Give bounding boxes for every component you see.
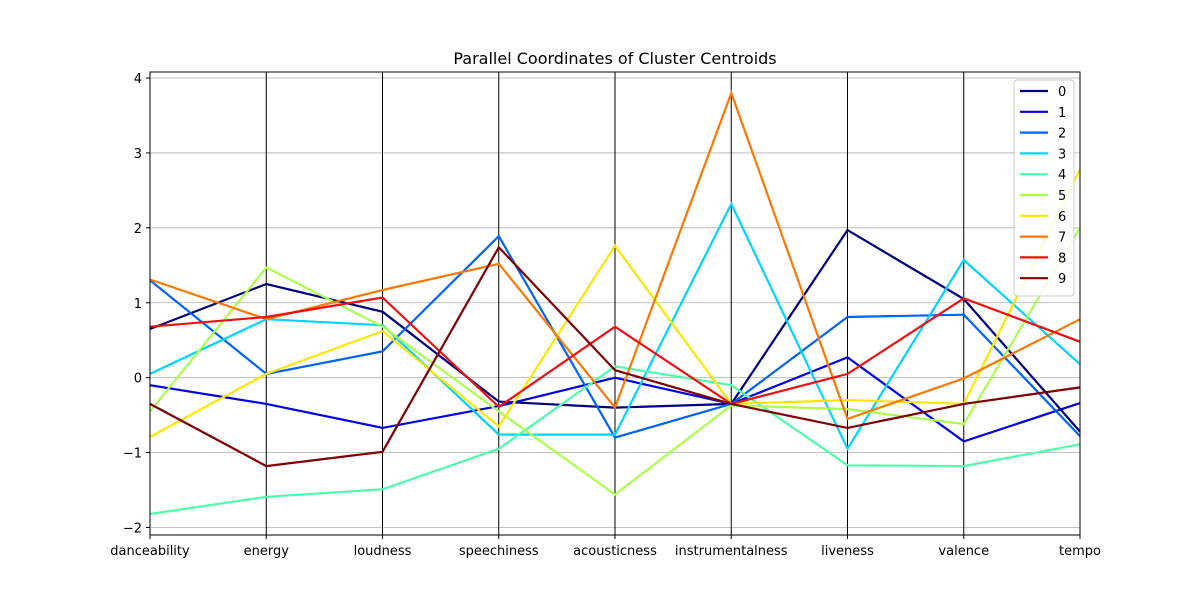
legend: 0 1 2 3 4 5 6 7 8 9 <box>1013 79 1075 297</box>
y-tick-label: −1 <box>123 447 142 462</box>
x-tick-label: liveness <box>821 544 874 559</box>
legend-label: 2 <box>1058 127 1066 142</box>
series-line-2 <box>149 234 1081 439</box>
x-tick-label: instrumentalness <box>675 544 788 559</box>
x-tick-label: danceability <box>110 544 190 559</box>
series-layer <box>149 89 1081 516</box>
plot-frame <box>149 71 1081 536</box>
x-tick-label: energy <box>244 544 290 559</box>
x-tick-label: speechiness <box>459 544 539 559</box>
legend-label: 3 <box>1058 147 1066 162</box>
series-line-6 <box>149 168 1081 438</box>
legend-label: 6 <box>1058 210 1066 225</box>
y-tick-label: 0 <box>134 372 142 387</box>
legend-label: 4 <box>1058 168 1066 183</box>
y-tick-label: 3 <box>134 147 142 162</box>
legend-label: 9 <box>1058 272 1066 287</box>
y-tick-label: −2 <box>123 522 142 537</box>
series-line-9 <box>149 245 1081 468</box>
legend-label: 1 <box>1058 106 1066 121</box>
series-line-4 <box>149 365 1081 516</box>
legend-label: 7 <box>1058 231 1066 246</box>
legend-label: 8 <box>1058 251 1066 266</box>
series-line-8 <box>149 296 1081 409</box>
x-tick-label: acousticness <box>573 544 657 559</box>
y-tick-label: 4 <box>134 72 142 87</box>
x-tick-label: tempo <box>1059 544 1101 559</box>
x-tick-label: valence <box>938 544 989 559</box>
y-tick-label: 2 <box>134 222 142 237</box>
legend-box <box>1013 79 1075 297</box>
legend-label: 5 <box>1058 189 1066 204</box>
series-line-5 <box>149 227 1081 496</box>
y-tick-label: 1 <box>134 297 142 312</box>
legend-label: 0 <box>1058 85 1066 100</box>
x-tick-label: loudness <box>354 544 412 559</box>
chart-title: Parallel Coordinates of Cluster Centroid… <box>453 49 776 68</box>
series-line-1 <box>149 356 1081 443</box>
